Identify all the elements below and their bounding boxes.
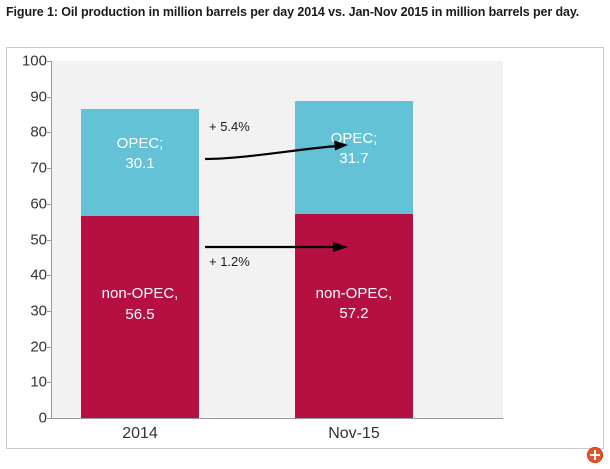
y-tick-mark xyxy=(47,96,51,98)
bar-label-2014-opec: OPEC; 30.1 xyxy=(81,134,199,175)
x-tick-label-2014: 2014 xyxy=(122,425,158,442)
arrow-non-opec-icon xyxy=(205,242,348,252)
y-tick-label: 90 xyxy=(30,88,47,106)
y-tick-label: 60 xyxy=(30,195,47,213)
y-axis-ticks: 100 90 80 70 60 50 40 30 20 10 0 xyxy=(7,48,51,428)
y-tick-label: 20 xyxy=(30,338,47,356)
annotation-non-opec-change: + 1.2% xyxy=(209,254,250,269)
y-tick-mark xyxy=(47,418,51,419)
y-tick-label: 40 xyxy=(30,266,47,284)
y-tick-mark xyxy=(47,382,51,384)
arrow-opec-icon xyxy=(204,140,348,161)
y-tick-mark xyxy=(47,310,51,312)
y-tick-mark xyxy=(47,346,51,348)
y-axis-line xyxy=(51,61,52,419)
bar-label-line1: non-OPEC, xyxy=(315,284,393,302)
bar-label-nov15-opec: OPEC; 31.7 xyxy=(295,129,413,170)
bar-label-line2: 30.1 xyxy=(125,155,155,173)
bar-label-line2: 31.7 xyxy=(339,149,369,167)
bar-label-line2: 57.2 xyxy=(339,305,369,323)
y-tick-label: 50 xyxy=(30,231,47,248)
y-tick-mark xyxy=(47,275,51,277)
y-tick-label: 30 xyxy=(30,302,47,320)
figure-title: Figure 1: Oil production in million barr… xyxy=(6,5,580,19)
bar-2014-non-opec[interactable]: non-OPEC, 56.5 xyxy=(81,216,199,418)
annotation-opec-change: + 5.4% xyxy=(209,119,250,134)
x-tick-label-nov15: Nov-15 xyxy=(328,425,380,442)
x-axis-line xyxy=(51,418,503,419)
y-tick-mark xyxy=(47,132,51,134)
y-tick-mark xyxy=(47,203,51,205)
bar-nov15-opec[interactable]: OPEC; 31.7 xyxy=(295,100,413,214)
bar-label-line2: 56.5 xyxy=(125,305,155,323)
bar-label-line1: OPEC; xyxy=(330,129,378,147)
y-tick-label: 10 xyxy=(30,373,47,391)
zoom-badge-icon[interactable] xyxy=(587,447,603,463)
chart-frame: 100 90 80 70 60 50 40 30 20 10 0 xyxy=(6,47,604,449)
bar-label-line1: OPEC; xyxy=(116,134,164,152)
bar-label-2014-non-opec: non-OPEC, 56.5 xyxy=(81,284,199,325)
bar-label-line1: non-OPEC, xyxy=(101,285,179,303)
y-tick-label: 80 xyxy=(30,123,47,141)
bar-2014-opec[interactable]: OPEC; 30.1 xyxy=(81,108,199,217)
y-tick-mark xyxy=(47,168,51,170)
y-tick-label: 70 xyxy=(30,159,47,177)
y-tick-label: 100 xyxy=(21,52,47,70)
y-tick-mark xyxy=(47,239,51,241)
y-tick-label: 0 xyxy=(38,409,47,427)
y-tick-mark xyxy=(47,61,51,62)
bar-label-nov15-non-opec: non-OPEC, 57.2 xyxy=(295,284,413,325)
